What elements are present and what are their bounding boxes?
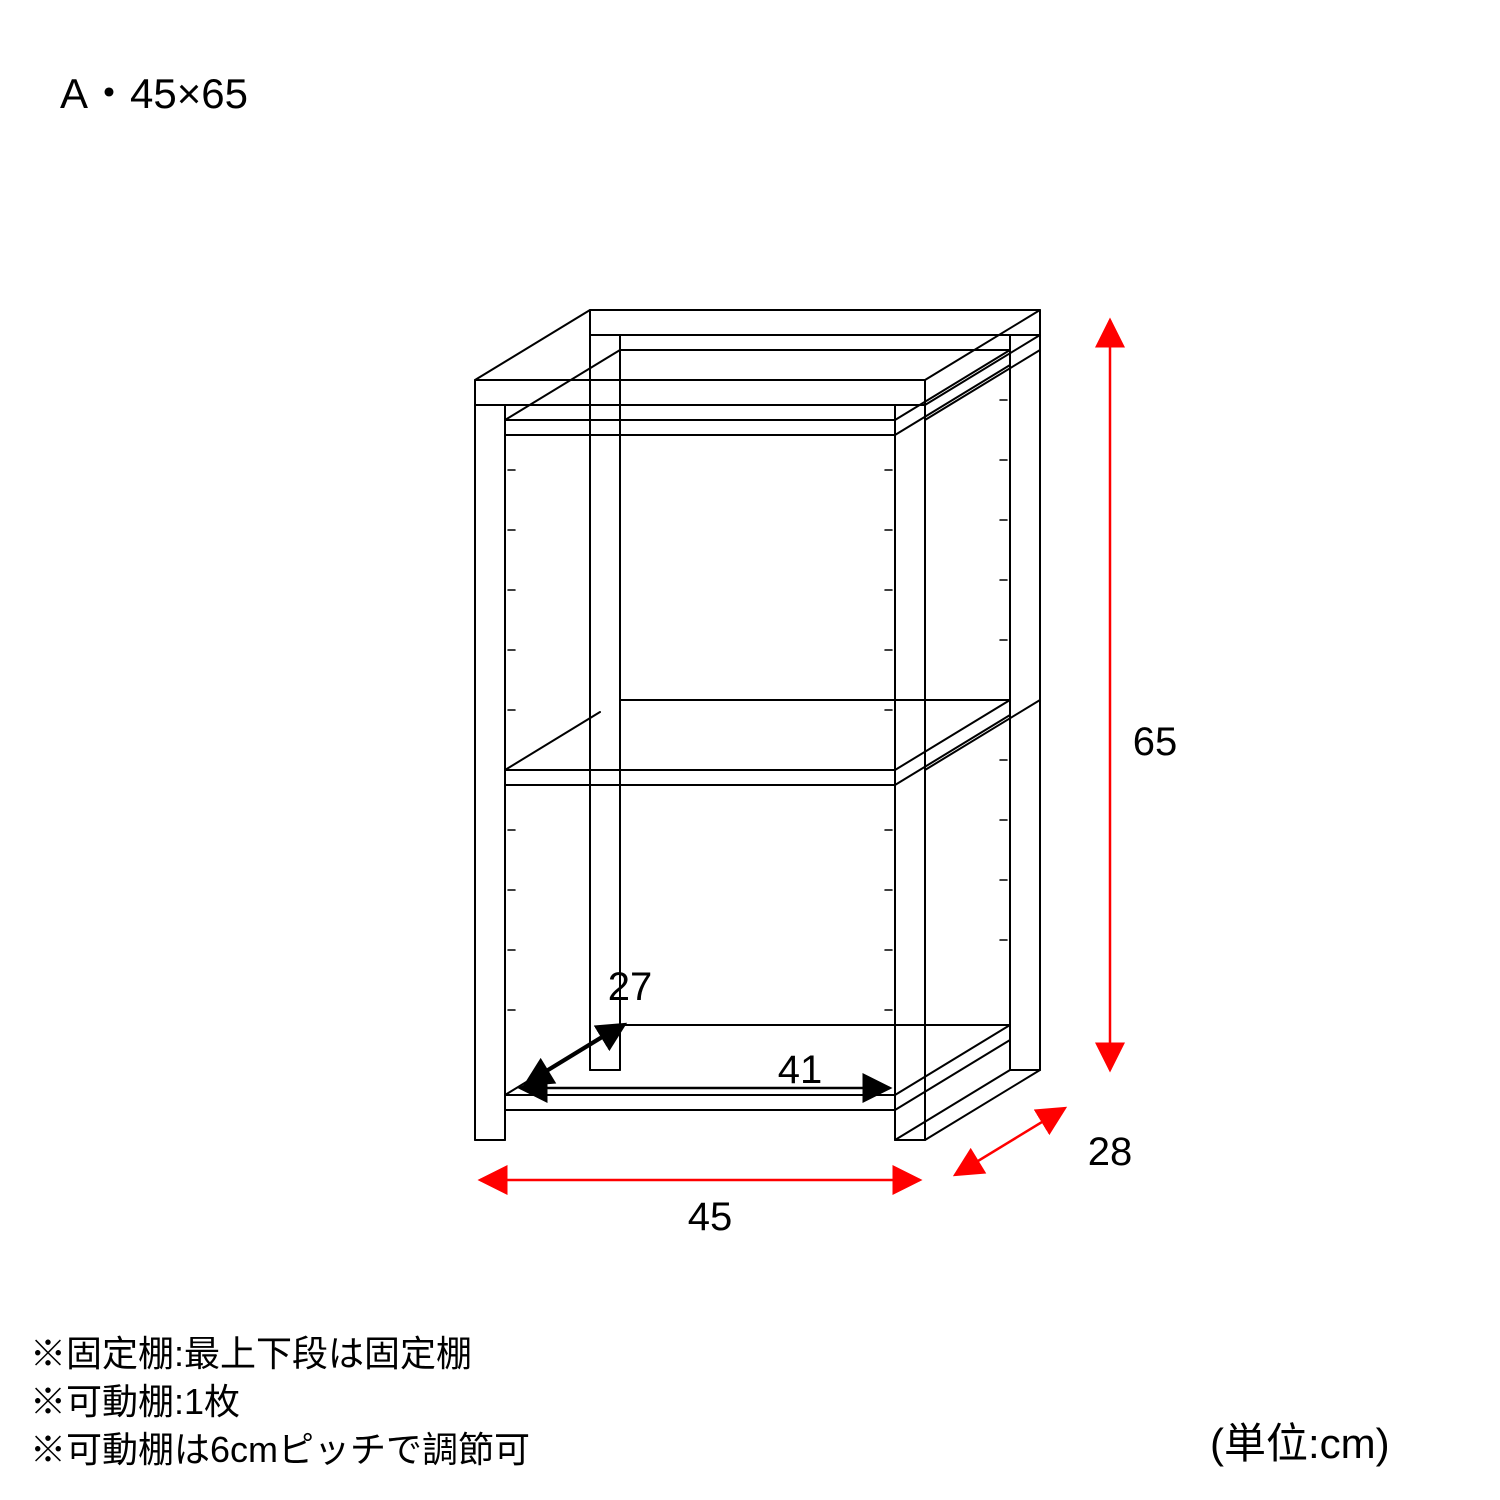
arrow-inner-depth bbox=[525, 1024, 625, 1085]
arrow-depth bbox=[955, 1108, 1065, 1175]
shelf-diagram bbox=[0, 0, 1500, 1500]
shelf-outline bbox=[475, 310, 1040, 1140]
